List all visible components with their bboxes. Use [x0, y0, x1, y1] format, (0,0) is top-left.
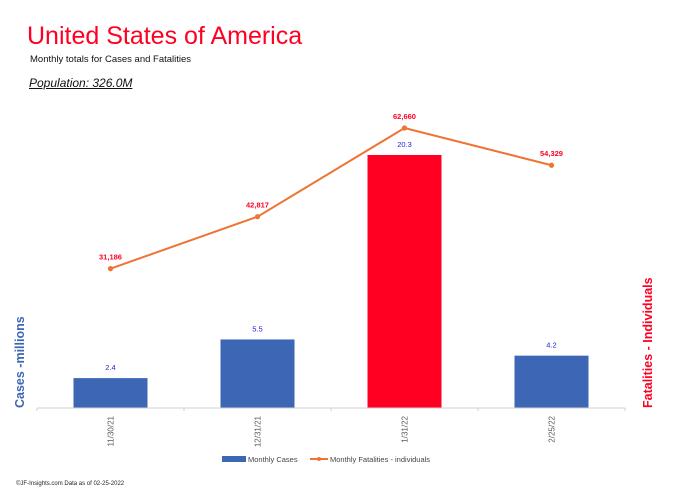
bar-cases-1 — [220, 339, 295, 408]
fatalities-line-layer — [107, 125, 555, 272]
x-ticks — [36, 408, 626, 411]
legend-swatch-cases — [222, 456, 246, 462]
bars-layer — [73, 155, 589, 408]
population-label: Population: 326.0M — [29, 76, 133, 90]
fatalities-line — [110, 126, 552, 270]
footer-credit: ©JF-Insights.com Data as of 02-25-2022 — [16, 481, 125, 487]
line-data-label: 54,329 — [540, 149, 563, 158]
legend-label-cases: Monthly Cases — [248, 455, 298, 464]
bar-data-label: 5.5 — [252, 324, 262, 333]
bar-cases-3 — [514, 355, 589, 408]
fatalities-point-2 — [401, 125, 408, 131]
legend: Monthly Cases Monthly Fatalities - indiv… — [222, 455, 430, 464]
bar-cases-0 — [73, 378, 148, 408]
x-tick-label: 2/25/22 — [548, 415, 557, 442]
x-tick-label: 12/31/21 — [254, 415, 263, 447]
legend-marker-fatalities — [317, 457, 321, 461]
legend-label-fatalities: Monthly Fatalities - individuals — [330, 455, 430, 464]
fatalities-point-1 — [254, 214, 261, 220]
fatalities-point-3 — [548, 162, 555, 168]
bar-data-label: 4.2 — [546, 341, 556, 350]
chart-title: United States of America — [27, 22, 303, 50]
x-tick-labels: 11/30/21 12/31/21 1/31/22 2/25/22 — [107, 415, 557, 447]
right-axis-label: Fatalities - Individuals — [641, 277, 655, 408]
x-tick-label: 1/31/22 — [401, 415, 410, 442]
chart-subtitle: Monthly totals for Cases and Fatalities — [30, 54, 192, 65]
line-data-label: 62,660 — [393, 112, 416, 121]
bar-data-label: 2.4 — [105, 363, 115, 372]
x-tick-label: 11/30/21 — [107, 415, 116, 446]
bar-cases-2 — [367, 155, 442, 408]
left-axis-label: Cases -millions — [13, 316, 27, 408]
fatalities-point-0 — [107, 266, 114, 272]
line-data-label: 31,186 — [99, 253, 122, 262]
bar-data-label: 20.3 — [397, 140, 412, 149]
line-data-label: 42,817 — [246, 201, 269, 210]
data-labels: 2.4 5.5 20.3 4.2 31,186 42,817 62,660 54,329 — [99, 112, 563, 372]
